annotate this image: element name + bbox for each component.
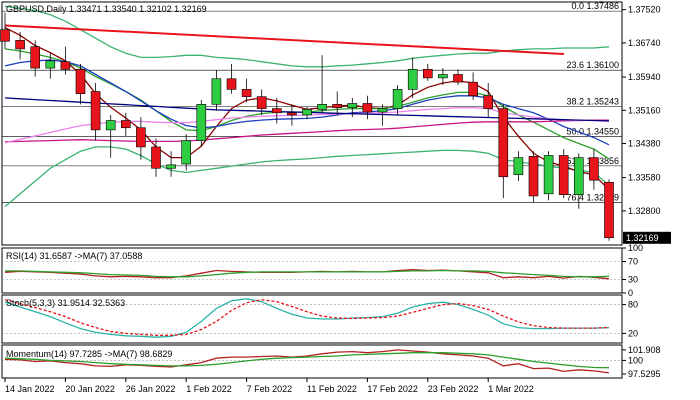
stoch-tick-0: 80 [628,300,638,310]
candle-body-0 [0,29,10,42]
x-tick-label-7: 23 Feb 2022 [428,384,479,394]
momentum-tick-2: 97.5295 [628,369,661,379]
momentum-series-0 [4,349,610,374]
x-tick-label-8: 1 Mar 2022 [488,384,534,394]
candle-body-16 [241,89,252,97]
x-tick-label-2: 26 Jan 2022 [126,384,176,394]
price-tick-3: 1.35160 [628,105,661,115]
candle-body-1 [15,40,25,50]
candle-body-26 [392,89,403,109]
candle-body-35 [528,156,539,197]
rsi-tick-1: 70 [628,257,638,267]
momentum-series-1 [4,352,610,369]
candle-body-17 [256,96,267,109]
candle-body-19 [287,112,297,116]
fib-label-3: 50.0 1.34550 [566,126,619,136]
momentum-tick-1: 100 [628,355,643,365]
price-panel: 0.0 1.37486 23.6 1.36100 38.2 1.35243 50.0 … [0,1,671,246]
rsi-series-1 [5,269,610,278]
candle-body-31 [468,81,478,97]
stoch-label: Stoch(5,3,3) 31.9514 32.5363 [6,298,125,308]
bollinger-lower [4,146,610,208]
x-tick-label-4: 7 Feb 2022 [247,384,293,394]
rsi-panel: 100 70 30 0 [1,243,643,298]
candle-body-10 [151,146,161,169]
candle-body-13 [196,104,207,141]
price-tick-1: 1.36740 [628,38,661,48]
rsi-frame [1,247,623,294]
rsi-tick-3: 0 [628,288,633,298]
candle-body-38 [573,157,584,195]
stoch-frame [1,294,623,344]
price-tick-0: 1.37520 [628,5,661,15]
candle-body-37 [558,155,569,195]
x-tick-label-1: 20 Jan 2022 [65,384,115,394]
candle-body-24 [362,103,373,113]
candle-body-39 [589,157,599,181]
x-axis: 14 Jan 2022 20 Jan 2022 26 Jan 2022 1 Feb 2… [4,378,534,394]
x-tick-label-3: 1 Feb 2022 [186,384,232,394]
fib-label-2: 38.2 1.35243 [566,97,619,107]
last-price-box [623,231,671,244]
main-header: GBPUSD,Daily 1.33471 1.33540 1.32102 1.3… [6,4,207,14]
candle-body-40 [604,182,614,239]
x-tick-label-6: 17 Feb 2022 [367,384,418,394]
price-frame [1,1,623,246]
momentum-tick-0: 101.908 [628,345,661,355]
price-tick-2: 1.35940 [628,72,661,82]
candle-body-29 [438,74,448,79]
candle-body-6 [90,91,101,131]
momentum-label: Momentum(14) 97.7285 ->MA(7) 98.6829 [6,349,172,359]
candle-body-36 [543,155,554,195]
moving-average-3 [4,119,609,143]
stoch-series-0 [4,298,610,338]
candle-body-11 [166,164,176,169]
rsi-label: RSI(14) 31.6587 ->MA(7) 37.0588 [6,251,142,261]
rsi-tick-0: 100 [628,243,643,253]
rsi-tick-2: 30 [628,275,638,285]
price-tick-6: 1.32800 [628,206,661,216]
candle-body-4 [60,61,71,70]
candle-body-34 [513,157,524,175]
candle-body-8 [121,120,131,129]
momentum-frame [1,344,623,379]
stoch-series-1 [4,299,610,336]
stoch-tick-1: 20 [628,328,638,338]
candle-body-25 [377,108,388,113]
candle-body-12 [181,140,191,165]
fib-label-5: 76.4 1.32999 [566,192,619,202]
candle-body-23 [347,103,358,109]
x-tick-label-0: 14 Jan 2022 [5,384,55,394]
candle-body-18 [271,108,282,114]
last-price-label: 1.32169 [626,233,659,243]
candle-body-33 [498,108,509,178]
candle-body-2 [30,46,41,69]
candle-body-28 [422,69,433,79]
price-tick-4: 1.34380 [628,139,661,149]
fib-label-0: 0.0 1.37486 [571,1,619,11]
candle-body-3 [45,60,56,69]
candle-body-27 [407,69,418,90]
candle-body-9 [136,127,146,148]
price-tick-5: 1.33580 [628,173,661,183]
stoch-panel: 80 20 [1,294,638,344]
candle-body-32 [483,95,494,109]
x-tick-label-5: 11 Feb 2022 [307,384,357,394]
fib-label-1: 23.6 1.36100 [566,60,619,70]
candle-body-5 [75,69,86,94]
candle-body-15 [226,78,237,90]
candle-body-20 [302,109,312,116]
candle-body-30 [453,74,463,83]
candle-body-22 [332,104,343,109]
candle-body-21 [317,104,327,110]
candle-body-14 [211,78,222,105]
candle-body-7 [105,120,116,131]
trendline [4,24,565,56]
